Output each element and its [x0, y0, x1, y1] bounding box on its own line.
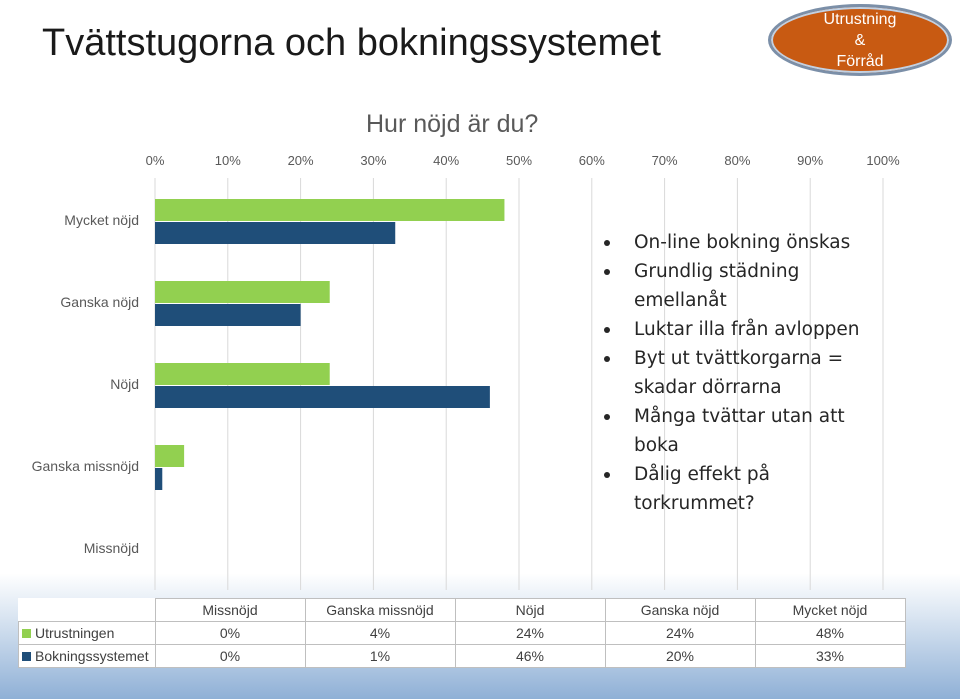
data-table-cell: 0%: [154, 621, 306, 645]
data-table-row-header: Bokningssystemet: [18, 644, 156, 668]
data-table-cell: 33%: [754, 644, 906, 668]
data-table-header: Nöjd: [454, 598, 606, 622]
data-table-header: Missnöjd: [154, 598, 306, 622]
data-table-cell: 24%: [454, 621, 606, 645]
x-tick-label: 10%: [215, 153, 241, 168]
comment-item: Grundlig städning emellanåt: [604, 257, 866, 315]
comment-item: On-line bokning önskas: [604, 228, 866, 257]
data-table-cell: 46%: [454, 644, 606, 668]
comment-item: Byt ut tvättkorgarna = skadar dörrarna: [604, 344, 866, 402]
category-label: Missnöjd: [84, 540, 139, 556]
bar: [155, 222, 396, 244]
x-tick-label: 30%: [360, 153, 386, 168]
x-tick-label: 100%: [866, 153, 900, 168]
legend-key-bokningssystemet: [22, 652, 31, 661]
bar: [155, 386, 490, 408]
comment-item: Många tvättar utan att boka: [604, 402, 866, 460]
slide-title: Tvättstugorna och bokningssystemet: [42, 22, 661, 64]
bar: [155, 304, 301, 326]
category-label: Ganska nöjd: [60, 294, 139, 310]
chart-title: Hur nöjd är du?: [366, 110, 539, 138]
data-table-cell: 20%: [604, 644, 756, 668]
series-name: Bokningssystemet: [35, 648, 149, 664]
data-table-cell: 0%: [154, 644, 306, 668]
data-table-header: Mycket nöjd: [754, 598, 906, 622]
comment-item: Dålig effekt på torkrummet?: [604, 460, 866, 518]
data-table-cell: 24%: [604, 621, 756, 645]
bar: [155, 199, 505, 221]
x-tick-label: 50%: [506, 153, 532, 168]
data-table-header: Ganska nöjd: [604, 598, 756, 622]
bar: [155, 445, 185, 467]
data-table-header-row: Missnöjd Ganska missnöjd Nöjd Ganska nöj…: [19, 598, 906, 622]
x-tick-label: 90%: [797, 153, 823, 168]
comment-item: Luktar illa från avloppen: [604, 315, 866, 344]
x-tick-label: 80%: [724, 153, 750, 168]
category-label: Mycket nöjd: [64, 212, 139, 228]
x-tick-label: 20%: [288, 153, 314, 168]
badge-line-2: &: [854, 31, 866, 49]
badge-line-3: Förråd: [836, 52, 884, 70]
data-table-cell: 4%: [304, 621, 456, 645]
data-table-corner: [19, 599, 156, 622]
data-table-row: Utrustningen 0% 4% 24% 24% 48%: [18, 621, 906, 645]
data-table-cell: 48%: [754, 621, 906, 645]
x-tick-label: 70%: [652, 153, 678, 168]
data-table-header: Ganska missnöjd: [304, 598, 456, 622]
series-name: Utrustningen: [35, 625, 115, 641]
data-table-row-header: Utrustningen: [18, 621, 156, 645]
x-tick-label: 0%: [146, 153, 165, 168]
comment-list: On-line bokning önskas Grundlig städning…: [604, 228, 866, 518]
category-badge: Utrustning & Förråd: [768, 4, 952, 76]
bar: [155, 363, 330, 385]
bar: [155, 281, 330, 303]
badge-line-1: Utrustning: [823, 10, 897, 28]
x-tick-label: 40%: [433, 153, 459, 168]
legend-key-utrustningen: [22, 629, 31, 638]
data-table-cell: 1%: [304, 644, 456, 668]
data-table: Missnöjd Ganska missnöjd Nöjd Ganska nöj…: [18, 598, 906, 668]
data-table-row: Bokningssystemet 0% 1% 46% 20% 33%: [18, 644, 906, 668]
x-tick-label: 60%: [579, 153, 605, 168]
category-label: Nöjd: [110, 376, 139, 392]
category-label: Ganska missnöjd: [32, 458, 139, 474]
bar: [155, 468, 163, 490]
